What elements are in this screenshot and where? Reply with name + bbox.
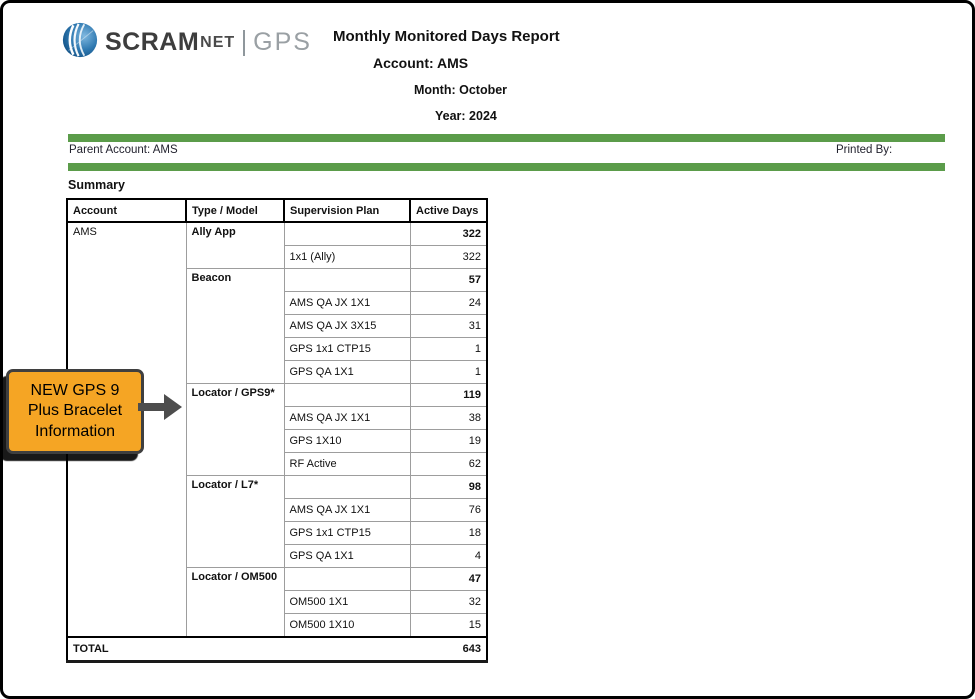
plan-row: 1x1 (Ally) 322 [67, 245, 488, 269]
days-cell: 18 [409, 521, 488, 545]
plan-row: AMS QA JX 1X1 24 [67, 291, 488, 315]
green-divider-top [68, 134, 945, 142]
logo-text-scram: SCRAM [105, 28, 200, 56]
plan-row: AMS QA JX 1X1 38 [67, 406, 488, 430]
total-row: TOTAL 643 [66, 636, 488, 663]
scramnet-gps-logo: SCRAM NET GPS [61, 21, 312, 64]
days-cell: 76 [409, 498, 488, 522]
column-header-2: Supervision Plan [283, 198, 411, 223]
monitored-days-table: Account Type / Model Supervision Plan Activ… [66, 198, 488, 663]
callout-line-2: Plus Bracelet [27, 402, 123, 420]
column-header-0: Account [66, 198, 187, 223]
days-cell: 1 [409, 337, 488, 361]
days-cell: 24 [409, 291, 488, 315]
group-total-days: 322 [409, 221, 488, 246]
globe-icon [61, 21, 99, 64]
plan-cell: OM500 1X10 [283, 613, 411, 638]
group-total-row: Locator / GPS9* 119 [67, 383, 488, 476]
month-line: Month: October [414, 83, 508, 97]
plan-cell: OM500 1X1 [283, 590, 411, 614]
plan-cell: AMS QA JX 1X1 [283, 498, 411, 522]
group-total-days: 47 [409, 567, 488, 591]
type-model-cell: Locator / L7* [185, 475, 285, 568]
plan-cell-empty [283, 268, 411, 292]
right-arrow-icon [138, 394, 182, 425]
plan-cell: AMS QA JX 1X1 [283, 291, 411, 315]
plan-cell: GPS 1x1 CTP15 [283, 521, 411, 545]
plan-row: OM500 1X1 32 [67, 590, 488, 614]
group-total-row: Locator / L7* 98 [67, 475, 488, 568]
days-cell: 322 [409, 245, 488, 269]
group-total-row: Beacon 57 [67, 268, 488, 384]
table-header-row: Account Type / Model Supervision Plan Activ… [66, 198, 488, 223]
plan-cell-empty [283, 383, 411, 407]
days-cell: 31 [409, 314, 488, 338]
plan-cell-empty [283, 567, 411, 591]
plan-cell: GPS QA 1X1 [283, 360, 411, 384]
account-line: Account: AMS [373, 55, 469, 71]
days-cell: 4 [409, 544, 488, 568]
parent-account-label: Parent Account: AMS [69, 144, 178, 156]
logo-text-net: NET [200, 33, 236, 51]
days-cell: 32 [409, 590, 488, 614]
plan-cell: GPS 1x1 CTP15 [283, 337, 411, 361]
type-model-cell: Locator / GPS9* [185, 383, 285, 476]
logo-divider [243, 29, 246, 56]
green-divider-bottom [68, 163, 945, 171]
plan-cell-empty [283, 221, 411, 246]
days-cell: 1 [409, 360, 488, 384]
report-title: Monthly Monitored Days Report [333, 28, 560, 45]
group-total-days: 57 [409, 268, 488, 292]
days-cell: 19 [409, 429, 488, 453]
printed-by-label: Printed By: [836, 144, 893, 156]
plan-row: AMS QA JX 3X15 31 [67, 314, 488, 338]
callout-line-3: Information [34, 422, 116, 440]
plan-cell-empty [283, 475, 411, 499]
plan-cell: AMS QA JX 1X1 [283, 406, 411, 430]
group-total-days: 119 [409, 383, 488, 407]
type-model-cell: Ally App [185, 221, 285, 269]
group-total-days: 98 [409, 475, 488, 499]
plan-cell: AMS QA JX 3X15 [283, 314, 411, 338]
column-header-1: Type / Model [185, 198, 285, 223]
plan-row: GPS 1X10 19 [67, 429, 488, 453]
plan-row: RF Active 62 [67, 452, 488, 476]
callout-line-1: NEW GPS 9 [30, 382, 120, 399]
summary-heading: Summary [68, 178, 125, 192]
plan-row: GPS QA 1X1 4 [67, 544, 488, 568]
days-cell: 15 [409, 613, 488, 638]
callout-new-gps9: NEW GPS 9 Plus Bracelet Information [6, 369, 144, 455]
plan-cell: 1x1 (Ally) [283, 245, 411, 269]
type-model-cell: Locator / OM500 [185, 567, 285, 638]
plan-row: OM500 1X10 15 [67, 613, 488, 638]
total-value-cell: 643 [409, 636, 488, 663]
type-model-cell: Beacon [185, 268, 285, 384]
year-line: Year: 2024 [435, 109, 497, 123]
logo-text-gps: GPS [253, 28, 312, 56]
plan-row: GPS 1x1 CTP15 1 [67, 337, 488, 361]
days-cell: 62 [409, 452, 488, 476]
total-label-cell: TOTAL [66, 636, 411, 663]
plan-row: GPS 1x1 CTP15 18 [67, 521, 488, 545]
plan-cell: GPS QA 1X1 [283, 544, 411, 568]
days-cell: 38 [409, 406, 488, 430]
group-total-row: AMS Ally App 322 [66, 221, 488, 638]
plan-cell: GPS 1X10 [283, 429, 411, 453]
column-header-3: Active Days [409, 198, 488, 223]
plan-row: AMS QA JX 1X1 76 [67, 498, 488, 522]
plan-cell: RF Active [283, 452, 411, 476]
